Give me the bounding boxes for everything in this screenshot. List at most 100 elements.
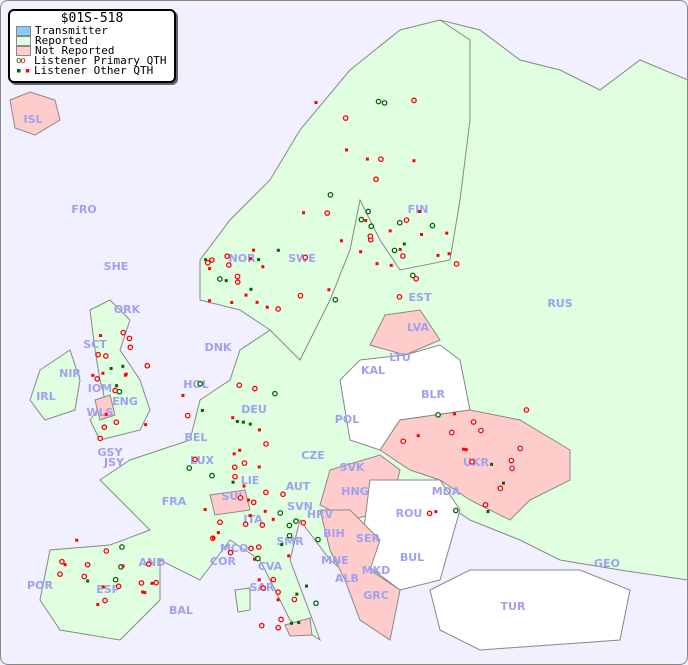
listener-other-qth-marker <box>231 416 235 420</box>
legend-other-qth: ▪ ▪ Listener Other QTH <box>10 65 174 76</box>
listener-other-qth-marker <box>141 590 145 594</box>
country-label-grc: GRC <box>363 589 389 602</box>
listener-primary-qth-marker <box>113 419 120 426</box>
listener-primary-qth-marker <box>277 510 284 516</box>
listener-primary-qth-marker <box>186 465 193 471</box>
listener-primary-qth-marker <box>275 624 282 631</box>
country-label-gsy: GSY <box>98 446 124 459</box>
country-label-hol: HOL <box>183 378 209 391</box>
listener-other-qth-marker <box>345 148 349 152</box>
listener-primary-qth-marker <box>153 579 160 586</box>
listener-primary-qth-marker <box>237 495 244 501</box>
listener-other-qth-marker <box>271 517 275 521</box>
listener-other-qth-marker <box>462 447 466 451</box>
listener-primary-qth-marker <box>115 583 122 590</box>
listener-other-qth-marker <box>241 420 245 424</box>
listener-primary-qth-marker <box>448 429 455 436</box>
listener-primary-qth-marker <box>197 380 204 387</box>
listener-primary-qth-marker <box>248 545 254 552</box>
listener-primary-qth-marker <box>227 549 234 556</box>
listener-primary-qth-marker <box>315 536 321 543</box>
country-label-por: POR <box>27 579 53 592</box>
listener-other-qth-marker <box>314 101 318 105</box>
country-label-sct: SCT <box>83 338 107 351</box>
listener-other-qth-marker <box>434 510 438 514</box>
country-label-mne: MNE <box>321 554 349 567</box>
listener-other-qth-marker <box>265 305 269 309</box>
country-label-iom: IOM <box>88 382 112 395</box>
listener-primary-qth-marker <box>234 279 241 285</box>
listener-other-qth-marker <box>143 591 147 595</box>
listener-other-qth-marker <box>501 481 505 485</box>
country-label-isl: ISL <box>23 113 42 126</box>
sicily <box>284 617 313 637</box>
legend-label: Not Reported <box>35 44 115 57</box>
listener-primary-qth-marker <box>327 191 334 198</box>
legend-not-reported: Not Reported <box>10 44 174 57</box>
listener-primary-qth-marker <box>509 465 515 472</box>
listener-primary-qth-marker <box>293 518 299 525</box>
listener-primary-qth-marker <box>365 208 372 215</box>
ireland <box>29 349 81 421</box>
listener-primary-qth-marker <box>57 571 63 577</box>
listener-other-qth-marker <box>231 480 235 484</box>
listener-primary-qth-marker <box>396 294 403 300</box>
listener-other-qth-marker <box>263 509 267 513</box>
legend-label: Transmitter <box>35 24 108 37</box>
listener-primary-qth-marker <box>138 580 145 586</box>
listener-primary-qth-marker <box>358 216 365 223</box>
listener-primary-qth-marker <box>497 485 504 492</box>
other-qth-icon: ▪ ▪ <box>16 66 30 76</box>
listener-primary-qth-marker <box>184 412 191 419</box>
country-label-ork: ORK <box>114 303 141 316</box>
listener-primary-qth-marker <box>373 176 379 183</box>
listener-other-qth-marker <box>115 384 119 388</box>
listener-other-qth-marker <box>101 371 105 375</box>
primary-qth-icon: oo <box>16 56 26 66</box>
country-label-she: SHE <box>104 260 129 273</box>
listener-other-qth-marker <box>287 554 291 558</box>
listener-primary-qth-marker <box>252 385 258 392</box>
listener-primary-qth-marker <box>95 351 102 358</box>
country-label-ukr: UKR <box>463 456 489 469</box>
listener-primary-qth-marker <box>275 306 282 312</box>
legend-label: Listener Primary QTH <box>34 54 167 67</box>
country-label-svn: SVN <box>287 500 313 513</box>
country-label-rou: ROU <box>396 507 423 520</box>
listener-other-qth-marker <box>208 299 212 303</box>
country-label-tur: TUR <box>501 600 526 613</box>
listener-primary-qth-marker <box>400 438 407 445</box>
listener-other-qth-marker <box>464 448 468 452</box>
country-label-lva: LVA <box>407 321 429 334</box>
listener-other-qth-marker <box>101 585 105 589</box>
listener-other-qth-marker <box>150 581 154 585</box>
listener-other-qth-marker <box>486 510 490 514</box>
listener-primary-qth-marker <box>119 544 125 550</box>
listener-primary-qth-marker <box>413 275 420 282</box>
listener-other-qth-marker <box>124 372 128 376</box>
ukr <box>379 409 571 521</box>
country-label-nir: NIR <box>59 367 81 380</box>
listener-other-qth-marker <box>121 364 125 368</box>
listener-other-qth-marker <box>276 598 280 602</box>
listener-primary-qth-marker <box>403 217 410 223</box>
listener-primary-qth-marker <box>241 460 248 466</box>
listener-other-qth-marker <box>436 253 440 257</box>
listener-primary-qth-marker <box>101 424 108 431</box>
listener-other-qth-marker <box>246 498 250 502</box>
listener-primary-qth-marker <box>144 362 151 369</box>
listener-other-qth-marker <box>452 412 456 416</box>
listener-other-qth-marker <box>302 211 306 215</box>
listener-other-qth-marker <box>389 263 393 267</box>
listener-primary-qth-marker <box>225 262 232 268</box>
country-label-jsy: JSY <box>103 456 125 469</box>
sardinia <box>234 587 251 613</box>
listener-other-qth-marker <box>224 279 228 283</box>
listener-other-qth-marker <box>99 334 103 338</box>
listener-other-qth-marker <box>280 543 284 547</box>
country-label-pol: POL <box>335 413 359 426</box>
listener-primary-qth-marker <box>482 502 489 508</box>
legend-primary-qth: oo Listener Primary QTH <box>10 54 174 67</box>
listener-primary-qth-marker <box>469 459 475 465</box>
listener-primary-qth-marker <box>508 457 515 464</box>
